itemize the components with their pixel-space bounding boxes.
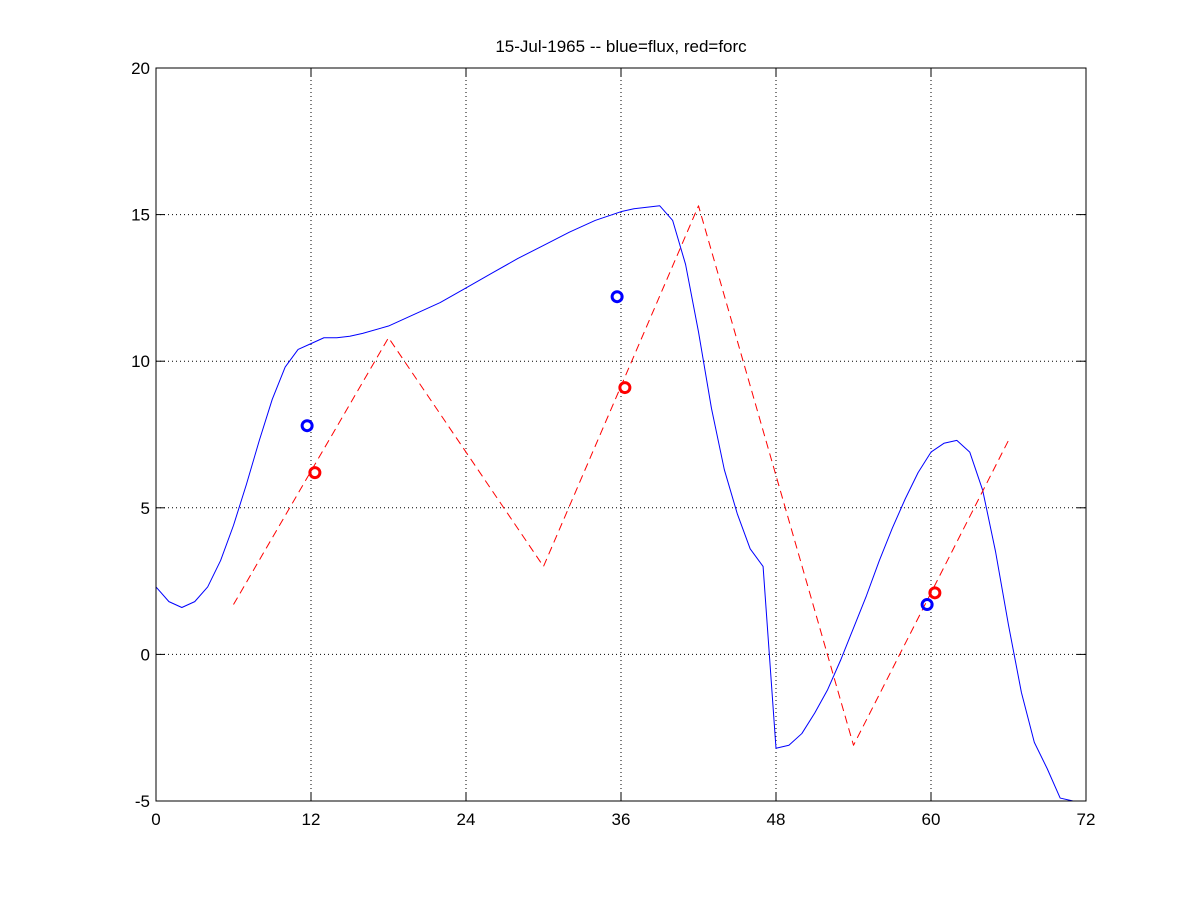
y-tick-label: 15 — [131, 206, 150, 225]
y-tick-label: 0 — [141, 645, 150, 664]
marker-point — [308, 466, 322, 480]
marker-point — [618, 381, 632, 395]
grid — [156, 68, 1086, 801]
x-tick-label: 24 — [457, 810, 476, 829]
flux-line — [155, 205, 1074, 802]
x-tick-label: 0 — [151, 810, 160, 829]
plot-area — [156, 68, 1086, 801]
y-tick-label: -5 — [135, 792, 150, 811]
marker-point — [300, 419, 314, 433]
series-layer — [155, 205, 1074, 802]
chart-title: 15-Jul-1965 -- blue=flux, red=forc — [495, 37, 747, 56]
marker-point — [920, 598, 934, 612]
y-tick-label: 10 — [131, 352, 150, 371]
x-tick-label: 72 — [1077, 810, 1096, 829]
y-tick-label: 20 — [131, 59, 150, 78]
x-tick-label: 12 — [302, 810, 321, 829]
marker-point — [610, 290, 624, 304]
y-tick-label: 5 — [141, 499, 150, 518]
x-tick-label: 60 — [922, 810, 941, 829]
x-tick-label: 48 — [767, 810, 786, 829]
x-tick-label: 36 — [612, 810, 631, 829]
marker-point — [928, 586, 942, 600]
